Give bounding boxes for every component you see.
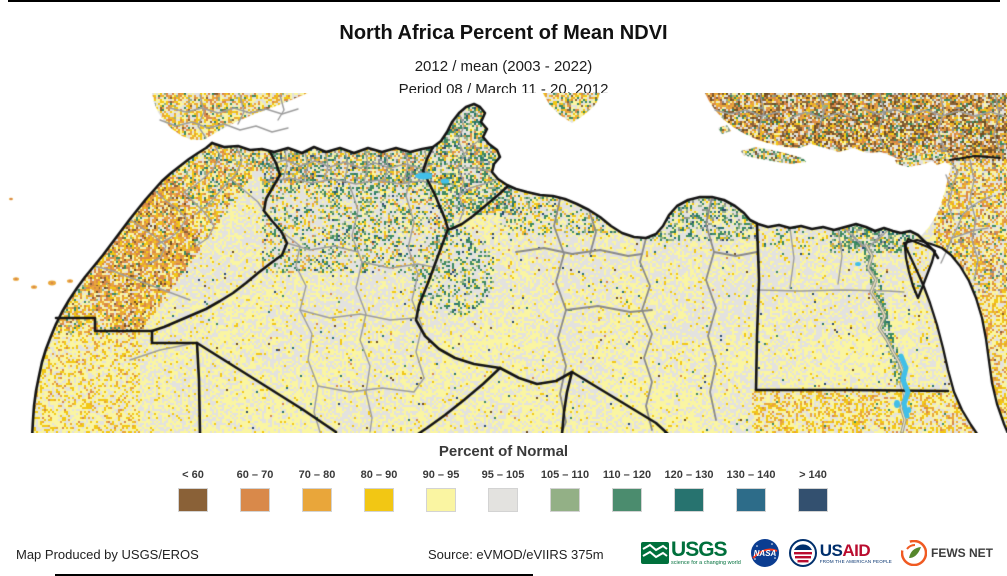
legend-class-swatch [799,489,827,511]
legend: < 60 60 – 70 70 – 80 80 – 90 90 – 95 95 … [162,469,846,511]
legend-class-item: 105 – 110 [534,469,596,511]
legend-class-item: 80 – 90 [348,469,410,511]
fewsnet-wordmark: FEWS NET [931,546,993,560]
fewsnet-logo: FEWS NET [901,540,993,566]
usgs-icon [641,542,670,564]
legend-class-swatch [303,489,331,511]
ndvi-map-canvas [0,93,1007,433]
usaid-seal-icon [788,539,817,567]
legend-title: Percent of Normal [438,443,569,460]
legend-class-swatch [241,489,269,511]
legend-class-label: 120 – 130 [664,469,714,481]
usaid-wordmark: USAID [819,540,871,560]
legend-class-item: > 140 [782,469,844,511]
legend-class-item: < 60 [162,469,224,511]
legend-class-swatch [489,489,517,511]
legend-class-swatch [613,489,641,511]
usgs-wordmark: USGS [671,538,728,562]
legend-class-label: 110 – 120 [602,469,652,481]
svg-text:NASA: NASA [753,549,776,558]
top-frame-line [8,0,1000,2]
legend-class-swatch [365,489,393,511]
legend-class-item: 60 – 70 [224,469,286,511]
legend-class-label: 105 – 110 [540,469,590,481]
legend-class-item: 95 – 105 [472,469,534,511]
fewsnet-icon [901,540,927,566]
page-title: North Africa Percent of Mean NDVI [339,22,668,44]
legend-class-label: 130 – 140 [726,469,776,481]
legend-class-item: 120 – 130 [658,469,720,511]
bottom-frame-line [55,574,533,576]
legend-class-label: 80 – 90 [360,469,398,481]
legend-class-item: 130 – 140 [720,469,782,511]
legend-class-label: < 60 [182,469,204,481]
legend-class-item: 90 – 95 [410,469,472,511]
nasa-icon: NASA [750,539,779,567]
legend-class-item: 110 – 120 [596,469,658,511]
legend-class-swatch [179,489,207,511]
nasa-logo: NASA [750,538,780,568]
legend-class-swatch [551,489,579,511]
source-text: Source: eVMOD/eVIIRS 375m [428,547,604,562]
usgs-tagline: science for a changing world [671,560,741,567]
legend-class-swatch [737,489,765,511]
legend-class-item: 70 – 80 [286,469,348,511]
legend-class-label: > 140 [799,469,827,481]
legend-class-label: 70 – 80 [298,469,336,481]
usaid-logo: USAID FROM THE AMERICAN PEOPLE [788,539,892,567]
legend-class-label: 95 – 105 [481,469,525,481]
legend-class-label: 90 – 95 [422,469,460,481]
usgs-logo: USGS science for a changing world [641,539,741,567]
partner-logos: USGS science for a changing world NASA [641,535,993,571]
produced-by-text: Map Produced by USGS/EROS [16,547,199,562]
legend-class-label: 60 – 70 [236,469,274,481]
subtitle-year: 2012 / mean (2003 - 2022) [414,58,593,75]
legend-class-swatch [427,489,455,511]
legend-class-swatch [675,489,703,511]
usaid-tagline: FROM THE AMERICAN PEOPLE [819,558,892,564]
